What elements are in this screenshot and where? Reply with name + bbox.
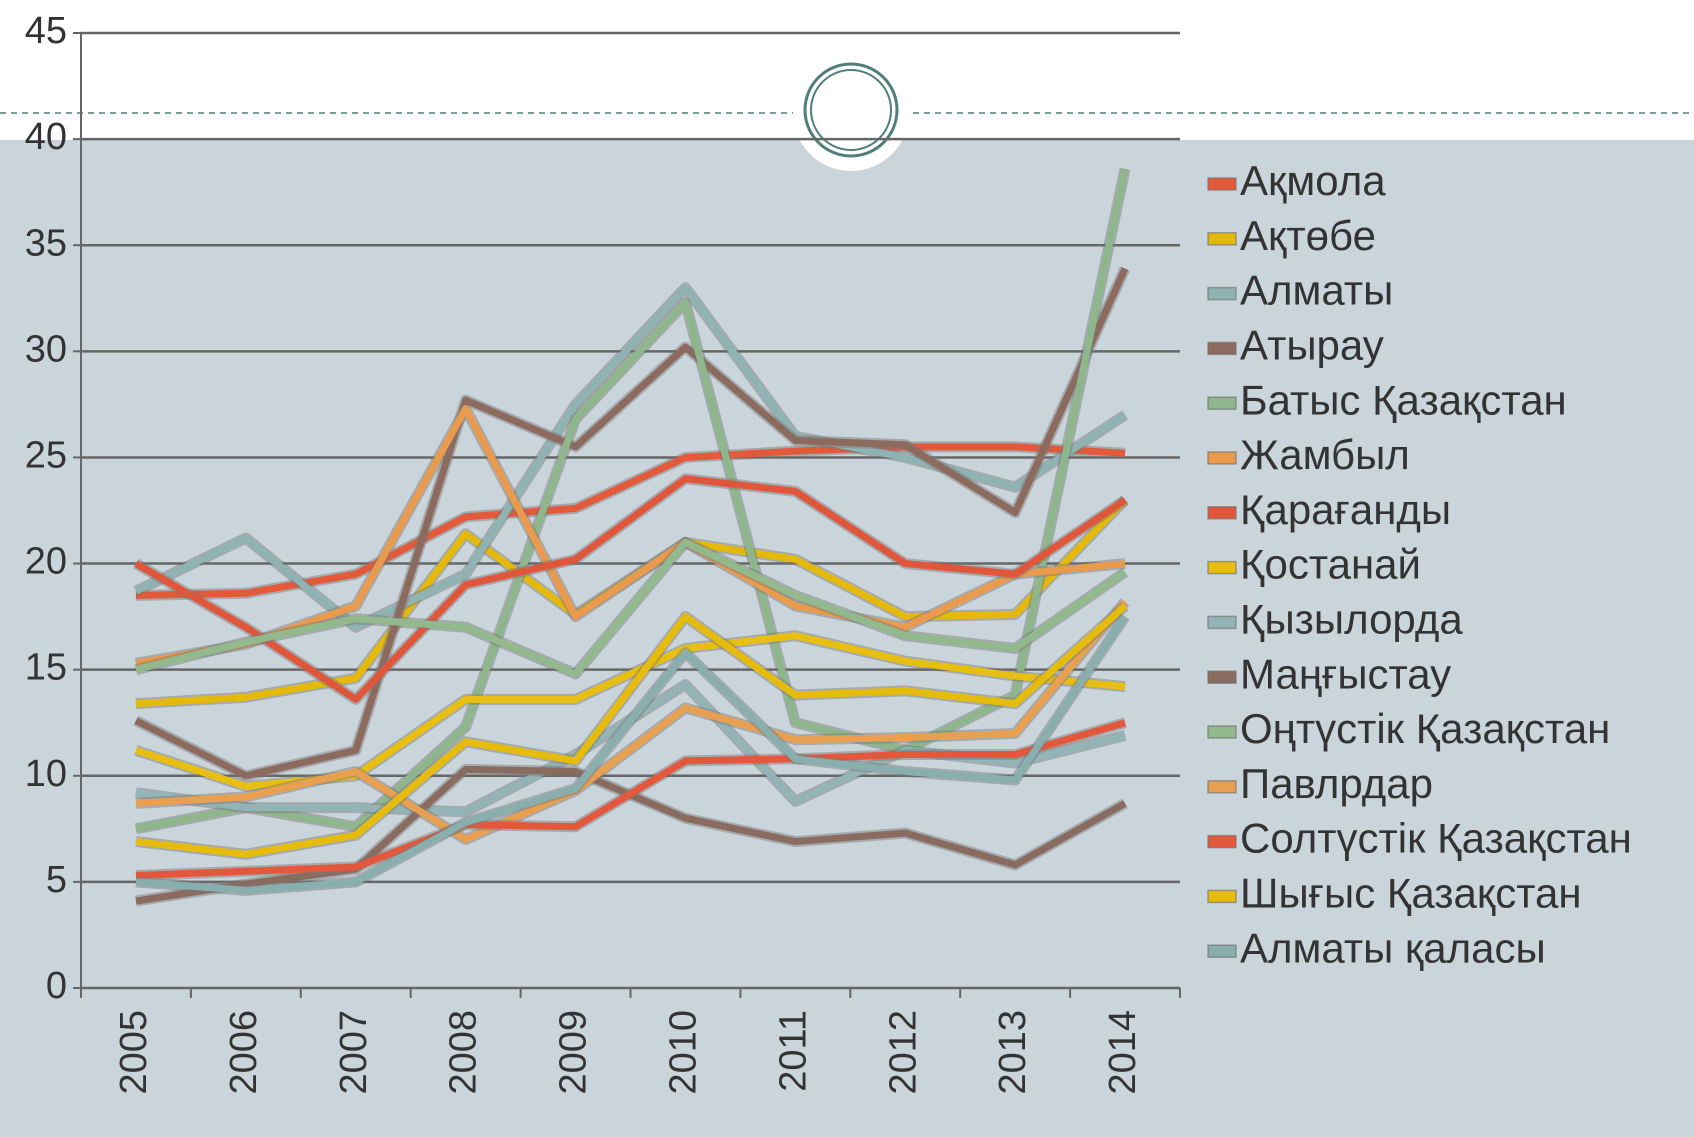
series-line [134, 475, 1128, 703]
x-tick-label: 2011 [772, 1010, 814, 1092]
circle-outer [803, 62, 899, 158]
legend-swatch [1207, 944, 1237, 958]
circle-inner [810, 69, 892, 151]
series-line [135, 719, 1127, 880]
series-line [135, 168, 1129, 833]
legend-swatch [1207, 177, 1237, 191]
legend-swatch [1207, 560, 1237, 575]
slide-body [0, 140, 1694, 1137]
legend-swatch [1207, 834, 1237, 849]
legend-swatch [1207, 889, 1237, 904]
legend-swatch [1207, 286, 1237, 301]
legend-label: Қарағанды [1240, 486, 1451, 533]
y-tick-label: 45 [25, 10, 67, 52]
y-tick-label: 25 [25, 434, 67, 476]
legend-label: Атырау [1240, 321, 1384, 368]
legend-label: Шығыс Қазақстан [1240, 869, 1582, 916]
x-tick-label: 2014 [1102, 1010, 1144, 1095]
legend-label: Оңтүстік Қазақстан [1240, 705, 1610, 752]
x-tick-label: 2010 [662, 1010, 704, 1095]
legend-label: Павлрдар [1240, 760, 1433, 807]
x-tick-label: 2005 [113, 1010, 155, 1095]
legend-swatch [1207, 725, 1237, 739]
legend-swatch [1207, 451, 1237, 465]
y-tick-label: 15 [25, 647, 67, 689]
series-line [135, 603, 1128, 858]
legend-swatch [1207, 780, 1237, 794]
legend-label: Ақмола [1240, 157, 1386, 204]
legend-label: Ақтөбе [1240, 212, 1376, 259]
legend-label: Маңғыстау [1240, 650, 1451, 697]
y-tick-label: 5 [46, 859, 67, 901]
legend-label: Қызылорда [1240, 595, 1463, 642]
legend-swatch [1207, 506, 1237, 520]
x-tick-label: 2008 [443, 1010, 485, 1095]
legend-label: Алматы [1240, 267, 1393, 314]
y-tick-label: 0 [46, 965, 67, 1007]
legend-swatch [1207, 670, 1237, 684]
legend-swatch [1207, 396, 1237, 410]
x-tick-label: 2012 [882, 1010, 924, 1095]
series-line [135, 538, 1128, 678]
legend-label: Қостанай [1240, 541, 1421, 588]
legend-swatch [1207, 232, 1237, 246]
x-tick-label: 2013 [992, 1010, 1034, 1095]
x-tick-label: 2007 [333, 1010, 375, 1095]
x-tick-label: 2006 [223, 1010, 265, 1095]
legend-label: Алматы қаласы [1240, 924, 1546, 971]
y-tick-label: 40 [25, 116, 67, 158]
y-tick-label: 35 [25, 222, 67, 264]
series-line [135, 614, 1128, 894]
y-tick-label: 10 [25, 753, 67, 795]
series-line [134, 267, 1129, 780]
series-line [135, 599, 1128, 843]
legend-label: Жамбыл [1240, 431, 1410, 478]
y-tick-label: 30 [25, 328, 67, 370]
y-tick-label: 20 [25, 541, 67, 583]
legend-swatch [1207, 341, 1237, 356]
series-line [134, 284, 1127, 631]
series-line [135, 405, 1126, 667]
legend-label: Батыс Қазақстан [1240, 376, 1567, 423]
legend-label: Солтүстік Қазақстан [1240, 815, 1632, 862]
x-tick-label: 2009 [553, 1010, 595, 1095]
legend-swatch [1207, 615, 1237, 630]
